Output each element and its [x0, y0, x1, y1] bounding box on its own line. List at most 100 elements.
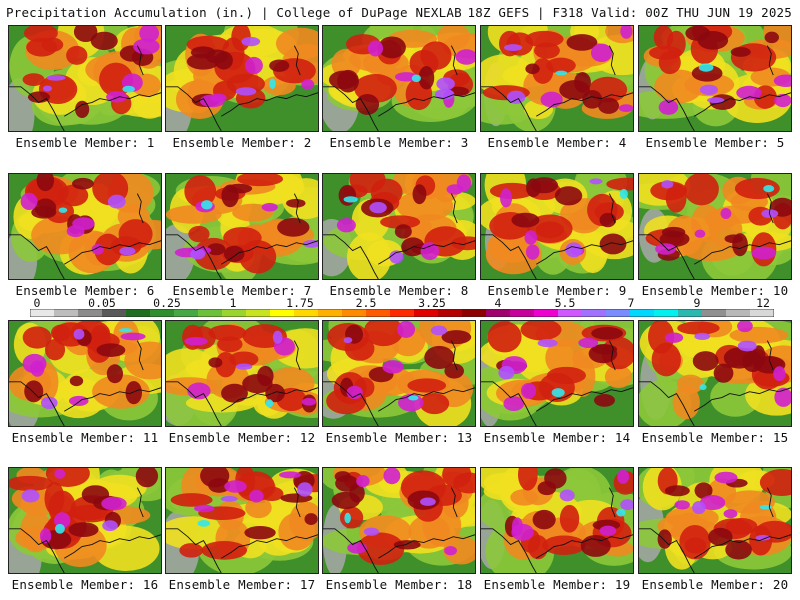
coastline-border: [166, 45, 318, 131]
precip-field: [323, 468, 475, 573]
coastline-border: [639, 193, 791, 279]
colorbar-swatch: [678, 309, 703, 317]
coastline-border: [166, 193, 318, 279]
ensemble-member-label: Ensemble Member: 2: [172, 135, 312, 150]
coastline-border: [9, 193, 161, 279]
coastline-border: [639, 487, 791, 573]
colorbar-swatch: [486, 309, 511, 317]
precip-field: [639, 321, 791, 426]
coastline-border: [481, 45, 633, 131]
colorbar-tick-label: 0: [33, 296, 41, 310]
ensemble-map-panel: [322, 320, 476, 427]
precip-field: [481, 26, 633, 131]
ensemble-member-label: Ensemble Member: 19: [483, 577, 631, 592]
precip-field: [639, 26, 791, 131]
coastline-border: [323, 45, 475, 131]
precip-field: [166, 174, 318, 279]
ensemble-map-panel: [480, 25, 634, 132]
colorbar-swatch: [606, 309, 631, 317]
colorbar-tick-label: 0.25: [153, 296, 181, 310]
ensemble-map-panel: [8, 173, 162, 280]
ensemble-member-label: Ensemble Member: 1: [15, 135, 155, 150]
ensemble-map-panel: [638, 467, 792, 574]
coastline-border: [166, 340, 318, 426]
ensemble-map-panel: [165, 173, 319, 280]
ensemble-map-panel: [322, 467, 476, 574]
colorbar-tick-label: 1.75: [286, 296, 314, 310]
colorbar-swatch: [654, 309, 679, 317]
ensemble-member-label: Ensemble Member: 3: [329, 135, 469, 150]
ensemble-member-label: Ensemble Member: 15: [641, 430, 789, 445]
header-run-info: 18Z GEFS | F318 Valid: 00Z THU JUN 19 20…: [467, 5, 792, 20]
colorbar-tick-label: 1: [229, 296, 237, 310]
coastline-border: [639, 340, 791, 426]
colorbar-tick-label: 3.25: [418, 296, 446, 310]
ensemble-member-label: Ensemble Member: 7: [172, 283, 312, 298]
precip-field: [481, 468, 633, 573]
colorbar-tick-label: 2.5: [355, 296, 377, 310]
coastline-border: [481, 487, 633, 573]
coastline-border: [323, 487, 475, 573]
ensemble-map-panel: [165, 320, 319, 427]
colorbar-swatch: [414, 309, 439, 317]
colorbar-swatch: [54, 309, 79, 317]
precip-field: [639, 174, 791, 279]
precip-field: [323, 174, 475, 279]
coastline-border: [323, 193, 475, 279]
colorbar-swatch: [150, 309, 175, 317]
ensemble-map-panel: [8, 25, 162, 132]
colorbar-swatch: [726, 309, 751, 317]
colorbar-swatch: [702, 309, 727, 317]
colorbar-swatch: [750, 309, 774, 317]
colorbar-swatch: [366, 309, 391, 317]
ensemble-member-label: Ensemble Member: 6: [15, 283, 155, 298]
ensemble-map-panel: [322, 25, 476, 132]
ensemble-member-label: Ensemble Member: 8: [329, 283, 469, 298]
precip-field: [481, 174, 633, 279]
ensemble-member-label: Ensemble Member: 17: [168, 577, 316, 592]
coastline-border: [323, 340, 475, 426]
precip-field: [323, 26, 475, 131]
ensemble-member-label: Ensemble Member: 11: [11, 430, 159, 445]
coastline-border: [639, 45, 791, 131]
colorbar-swatch: [582, 309, 607, 317]
colorbar-swatch: [78, 309, 103, 317]
coastline-border: [9, 45, 161, 131]
colorbar-tick-label: 9: [693, 296, 701, 310]
colorbar-swatch: [126, 309, 151, 317]
ensemble-map-panel: [322, 173, 476, 280]
ensemble-map-panel: [8, 320, 162, 427]
ensemble-map-panel: [480, 173, 634, 280]
ensemble-map-panel: [638, 25, 792, 132]
colorbar-swatch: [390, 309, 415, 317]
coastline-border: [481, 193, 633, 279]
coastline-border: [9, 487, 161, 573]
colorbar-swatch: [174, 309, 199, 317]
ensemble-member-label: Ensemble Member: 18: [325, 577, 473, 592]
ensemble-member-label: Ensemble Member: 9: [487, 283, 627, 298]
ensemble-map-panel: [480, 467, 634, 574]
coastline-border: [9, 340, 161, 426]
ensemble-member-label: Ensemble Member: 20: [641, 577, 789, 592]
colorbar-tick-label: 5.5: [554, 296, 576, 310]
colorbar-tick-label: 7: [627, 296, 635, 310]
colorbar-swatch: [222, 309, 247, 317]
ensemble-map-panel: [638, 320, 792, 427]
precip-field: [9, 26, 161, 131]
header-title: Precipitation Accumulation (in.) | Colle…: [6, 5, 462, 20]
colorbar-swatch: [318, 309, 343, 317]
precip-field: [9, 174, 161, 279]
colorbar-swatch: [246, 309, 271, 317]
colorbar-tick-label: 12: [756, 296, 770, 310]
ensemble-member-label: Ensemble Member: 10: [641, 283, 789, 298]
ensemble-member-label: Ensemble Member: 13: [325, 430, 473, 445]
colorbar-swatch: [558, 309, 583, 317]
precip-field: [639, 468, 791, 573]
ensemble-map-panel: [165, 467, 319, 574]
ensemble-map-panel: [8, 467, 162, 574]
precip-field: [9, 321, 161, 426]
ensemble-member-label: Ensemble Member: 16: [11, 577, 159, 592]
precip-field: [9, 468, 161, 573]
precip-field: [323, 321, 475, 426]
colorbar: [30, 309, 774, 317]
